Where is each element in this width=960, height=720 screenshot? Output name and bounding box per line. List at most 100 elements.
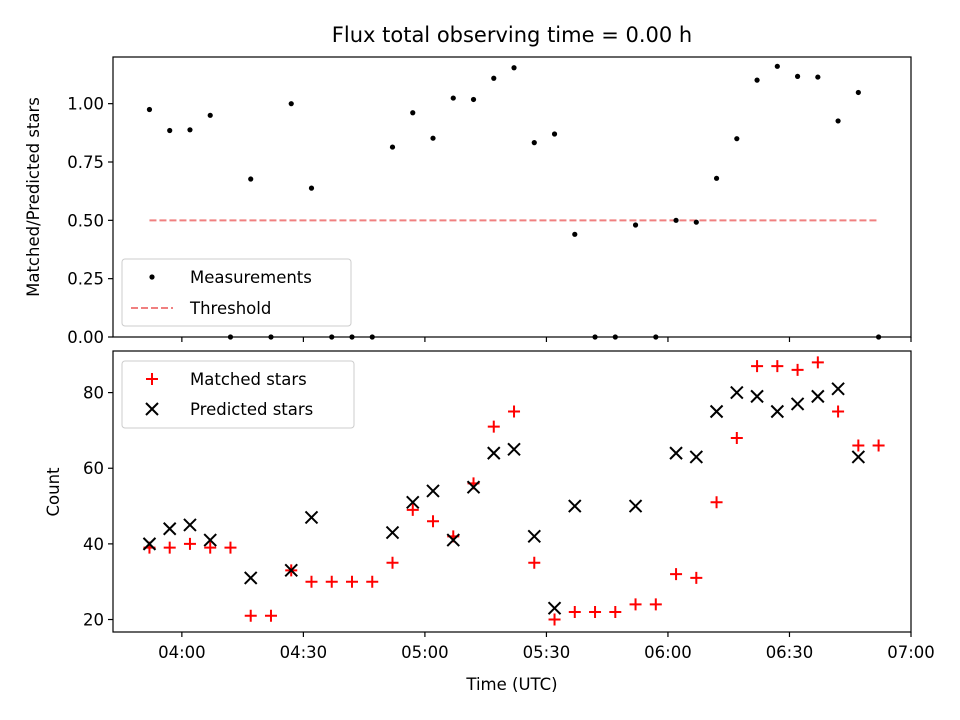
measurement-point bbox=[511, 65, 517, 71]
measurement-point bbox=[167, 127, 173, 134]
x-tick-label: 06:00 bbox=[644, 643, 692, 662]
measurement-point bbox=[815, 74, 821, 80]
legend-marker-measurements bbox=[149, 274, 155, 280]
bottom-legend-box bbox=[121, 360, 355, 429]
predicted-star-point bbox=[487, 446, 501, 460]
measurement-point bbox=[248, 176, 254, 182]
legend-label-threshold: Threshold bbox=[189, 299, 271, 318]
matched-star-point bbox=[305, 575, 318, 588]
matched-star-point bbox=[487, 420, 500, 433]
top-y-tick-label: 0.50 bbox=[67, 211, 104, 230]
bottom-x-axis-ticks: 04:00 04:30 05:00 05:30 06:00 06:30 07:00 bbox=[158, 632, 935, 662]
matched-star-point bbox=[244, 609, 257, 622]
measurement-point bbox=[754, 77, 760, 83]
bottom-y-tick-label: 20 bbox=[83, 611, 104, 630]
predicted-star-point bbox=[426, 484, 440, 498]
predicted-star-point bbox=[527, 529, 541, 544]
bottom-axes-frame bbox=[112, 350, 912, 633]
bottom-y-tick-label: 80 bbox=[83, 384, 104, 403]
matched-star-point bbox=[406, 503, 419, 516]
top-y-axis-label: Matched/Predicted stars bbox=[24, 97, 43, 297]
matched-star-point bbox=[204, 541, 217, 554]
legend-label-measurements: Measurements bbox=[190, 268, 312, 287]
measurement-point bbox=[430, 135, 436, 141]
matched-star-point bbox=[832, 405, 845, 418]
predicted-star-point bbox=[730, 385, 744, 400]
measurement-point bbox=[835, 118, 841, 124]
measurement-point bbox=[713, 175, 720, 181]
matched-star-point bbox=[264, 609, 277, 622]
matched-star-point bbox=[852, 439, 865, 452]
predicted-star-point bbox=[851, 450, 866, 464]
predicted-star-point bbox=[790, 397, 805, 411]
matched-star-point bbox=[710, 496, 723, 509]
matched-star-point bbox=[183, 537, 196, 550]
matched-star-point bbox=[325, 575, 338, 588]
matched-star-point bbox=[670, 568, 683, 581]
x-tick-label: 06:30 bbox=[766, 643, 814, 662]
matched-star-point bbox=[163, 541, 176, 554]
bottom-y-tick-label: 60 bbox=[83, 459, 104, 478]
predicted-star-point bbox=[750, 389, 764, 404]
predicted-star-point bbox=[689, 450, 704, 464]
matched-stars-layer bbox=[143, 356, 885, 626]
predicted-star-point bbox=[831, 382, 845, 396]
legend-marker-matched bbox=[146, 373, 158, 385]
x-axis-label: Time (UTC) bbox=[465, 675, 557, 694]
measurement-point bbox=[734, 136, 740, 142]
top-panel: Flux total observing time = 0.00 h 0.00 0… bbox=[24, 23, 912, 347]
x-tick-label: 05:30 bbox=[523, 643, 571, 662]
matched-star-point bbox=[609, 605, 622, 618]
matched-star-point bbox=[811, 356, 824, 369]
predicted-star-point bbox=[183, 518, 197, 532]
predicted-star-point bbox=[446, 533, 460, 547]
chart-title: Flux total observing time = 0.00 h bbox=[332, 23, 692, 47]
matched-star-point bbox=[690, 571, 703, 584]
top-x-axis-ticks bbox=[181, 337, 912, 342]
x-tick-label: 07:00 bbox=[887, 643, 935, 662]
legend-label-predicted: Predicted stars bbox=[190, 400, 313, 419]
top-y-tick-label: 0.00 bbox=[67, 328, 104, 347]
measurement-point bbox=[491, 75, 497, 81]
matched-star-point bbox=[872, 439, 885, 452]
predicted-stars-layer bbox=[142, 382, 866, 615]
measurement-point bbox=[774, 63, 780, 69]
measurement-point bbox=[288, 101, 294, 107]
matched-star-point bbox=[528, 556, 541, 569]
legend-label-matched: Matched stars bbox=[190, 370, 307, 389]
measurement-point bbox=[146, 106, 153, 113]
measurement-point bbox=[207, 112, 213, 118]
matched-star-point bbox=[508, 405, 521, 418]
predicted-star-point bbox=[811, 389, 825, 404]
matched-star-point bbox=[629, 598, 642, 611]
matched-star-point bbox=[791, 363, 804, 376]
predicted-star-point bbox=[142, 537, 157, 551]
measurement-point bbox=[693, 219, 699, 225]
matched-star-point bbox=[649, 598, 662, 611]
top-y-tick-label: 0.25 bbox=[67, 270, 104, 289]
top-y-tick-label: 0.75 bbox=[67, 153, 104, 172]
predicted-star-point bbox=[770, 404, 785, 419]
x-tick-label: 05:00 bbox=[401, 643, 449, 662]
measurement-point bbox=[450, 95, 456, 101]
bottom-legend: Matched stars Predicted stars bbox=[121, 360, 355, 429]
top-y-axis-ticks: 0.00 0.25 0.50 0.75 1.00 bbox=[67, 95, 113, 347]
measurement-point bbox=[551, 131, 558, 137]
matched-star-point bbox=[386, 556, 399, 569]
measurement-point bbox=[673, 217, 679, 223]
measurement-point bbox=[531, 140, 537, 146]
x-tick-label: 04:00 bbox=[158, 643, 206, 662]
predicted-star-point bbox=[244, 571, 258, 585]
bottom-y-tick-label: 40 bbox=[83, 535, 104, 554]
measurement-point bbox=[794, 73, 801, 79]
predicted-star-point bbox=[385, 525, 400, 540]
matched-star-point bbox=[345, 575, 358, 588]
measurement-point bbox=[308, 185, 315, 191]
predicted-star-point bbox=[507, 442, 521, 457]
bottom-y-axis-ticks: 20 40 60 80 bbox=[83, 384, 113, 630]
matched-star-point bbox=[427, 515, 440, 528]
measurement-point bbox=[187, 127, 193, 133]
predicted-star-point bbox=[709, 404, 724, 419]
matched-star-point bbox=[568, 605, 581, 618]
